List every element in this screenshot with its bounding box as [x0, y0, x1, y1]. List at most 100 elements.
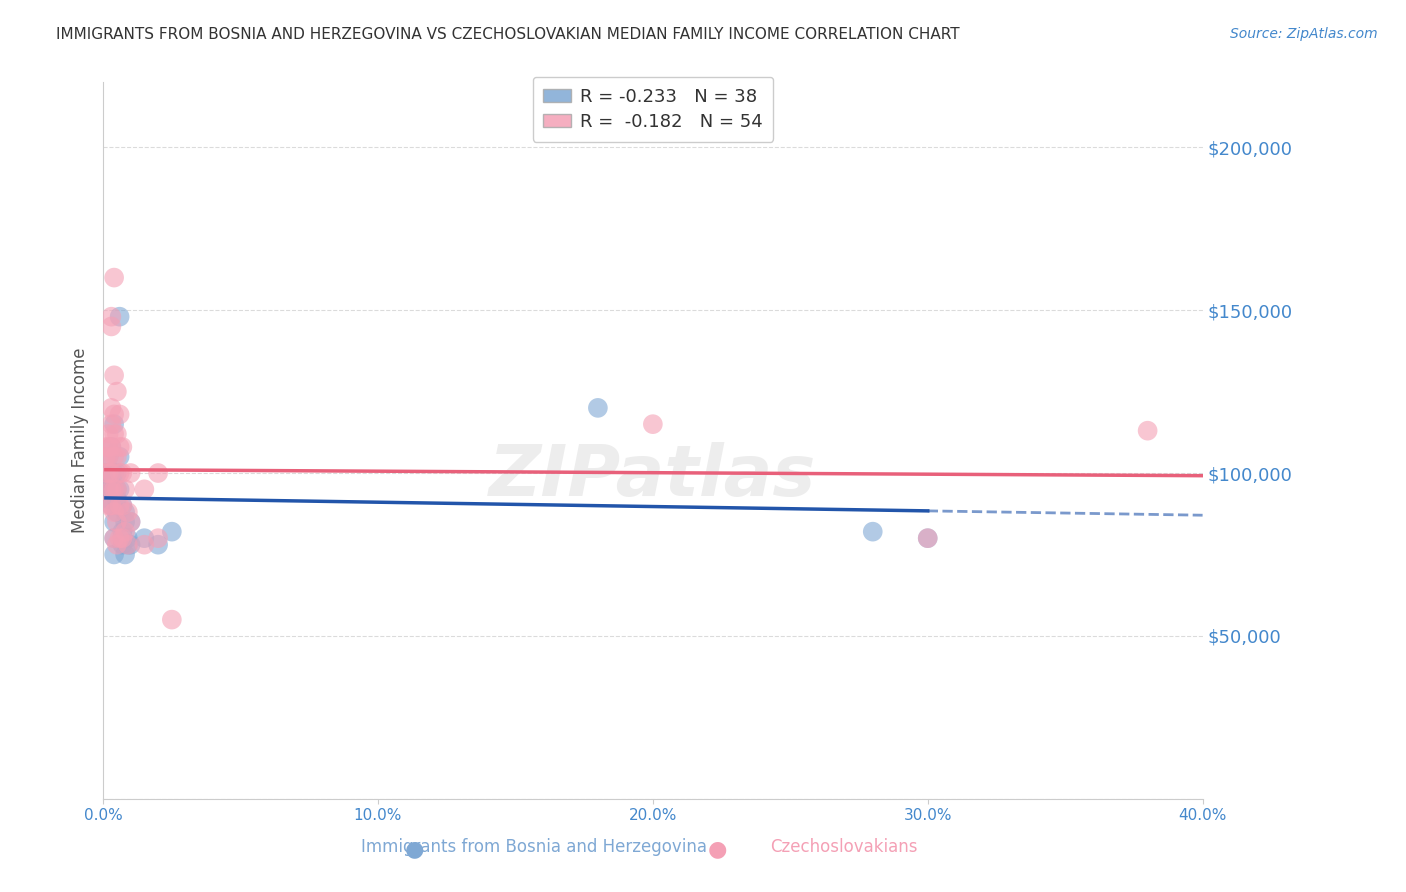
Point: [103, 515, 125, 529]
Text: Czechoslovakians: Czechoslovakians: [770, 838, 917, 856]
Point: [103, 450, 125, 464]
Point: [103, 417, 125, 432]
Point: [105, 492, 128, 507]
Point: [117, 531, 139, 545]
Point: [100, 466, 122, 480]
Point: [97, 466, 120, 480]
Point: [103, 531, 125, 545]
Point: [114, 524, 136, 539]
Point: [120, 515, 142, 529]
Point: [146, 531, 169, 545]
Point: [917, 531, 939, 545]
Point: [97, 450, 120, 464]
Text: Immigrants from Bosnia and Herzegovina: Immigrants from Bosnia and Herzegovina: [361, 838, 707, 856]
Point: [103, 466, 125, 480]
Point: [103, 368, 125, 383]
Point: [97, 426, 120, 441]
Point: [586, 401, 609, 415]
Point: [108, 310, 131, 324]
Point: [103, 548, 125, 562]
Point: [103, 408, 125, 422]
Point: [105, 450, 128, 464]
Point: [105, 483, 128, 497]
Point: [94, 440, 117, 454]
Point: [641, 417, 664, 432]
Point: [114, 505, 136, 519]
Text: Source: ZipAtlas.com: Source: ZipAtlas.com: [1230, 27, 1378, 41]
Point: [108, 531, 131, 545]
Point: [120, 538, 142, 552]
Point: [134, 531, 156, 545]
Point: [114, 548, 136, 562]
Point: [108, 499, 131, 513]
Point: [111, 440, 134, 454]
Point: [160, 613, 183, 627]
Point: [108, 466, 131, 480]
Point: [100, 483, 122, 497]
Point: [862, 524, 884, 539]
Point: [146, 466, 169, 480]
Point: [100, 310, 122, 324]
Point: [1136, 424, 1159, 438]
Legend: R = -0.233   N = 38, R =  -0.182   N = 54: R = -0.233 N = 38, R = -0.182 N = 54: [533, 77, 773, 142]
Text: ●: ●: [405, 839, 425, 859]
Point: [105, 384, 128, 399]
Point: [100, 499, 122, 513]
Point: [103, 426, 125, 441]
Point: [111, 524, 134, 539]
Point: [111, 538, 134, 552]
Point: [100, 466, 122, 480]
Point: [103, 483, 125, 497]
Point: [146, 538, 169, 552]
Point: [108, 483, 131, 497]
Point: [103, 505, 125, 519]
Point: [114, 515, 136, 529]
Point: [917, 531, 939, 545]
Point: [111, 466, 134, 480]
Point: [114, 483, 136, 497]
Point: [100, 483, 122, 497]
Point: [103, 270, 125, 285]
Point: [108, 408, 131, 422]
Point: [134, 538, 156, 552]
Text: IMMIGRANTS FROM BOSNIA AND HERZEGOVINA VS CZECHOSLOVAKIAN MEDIAN FAMILY INCOME C: IMMIGRANTS FROM BOSNIA AND HERZEGOVINA V…: [56, 27, 960, 42]
Point: [134, 483, 156, 497]
Point: [108, 450, 131, 464]
Point: [100, 440, 122, 454]
Point: [97, 483, 120, 497]
Point: [108, 440, 131, 454]
Point: [100, 440, 122, 454]
Point: [111, 499, 134, 513]
Y-axis label: Median Family Income: Median Family Income: [72, 348, 89, 533]
Point: [100, 499, 122, 513]
Point: [120, 466, 142, 480]
Point: [97, 499, 120, 513]
Point: [97, 440, 120, 454]
Point: [120, 515, 142, 529]
Point: [105, 466, 128, 480]
Point: [94, 466, 117, 480]
Point: [97, 450, 120, 464]
Point: [105, 426, 128, 441]
Point: [103, 531, 125, 545]
Point: [100, 319, 122, 334]
Text: ●: ●: [707, 839, 727, 859]
Point: [111, 499, 134, 513]
Point: [105, 515, 128, 529]
Point: [94, 450, 117, 464]
Point: [105, 505, 128, 519]
Point: [117, 538, 139, 552]
Point: [103, 483, 125, 497]
Point: [94, 466, 117, 480]
Point: [117, 505, 139, 519]
Point: [105, 483, 128, 497]
Point: [100, 417, 122, 432]
Point: [160, 524, 183, 539]
Point: [97, 492, 120, 507]
Text: ZIPatlas: ZIPatlas: [489, 442, 817, 511]
Point: [100, 401, 122, 415]
Point: [111, 531, 134, 545]
Point: [94, 483, 117, 497]
Point: [105, 538, 128, 552]
Point: [117, 538, 139, 552]
